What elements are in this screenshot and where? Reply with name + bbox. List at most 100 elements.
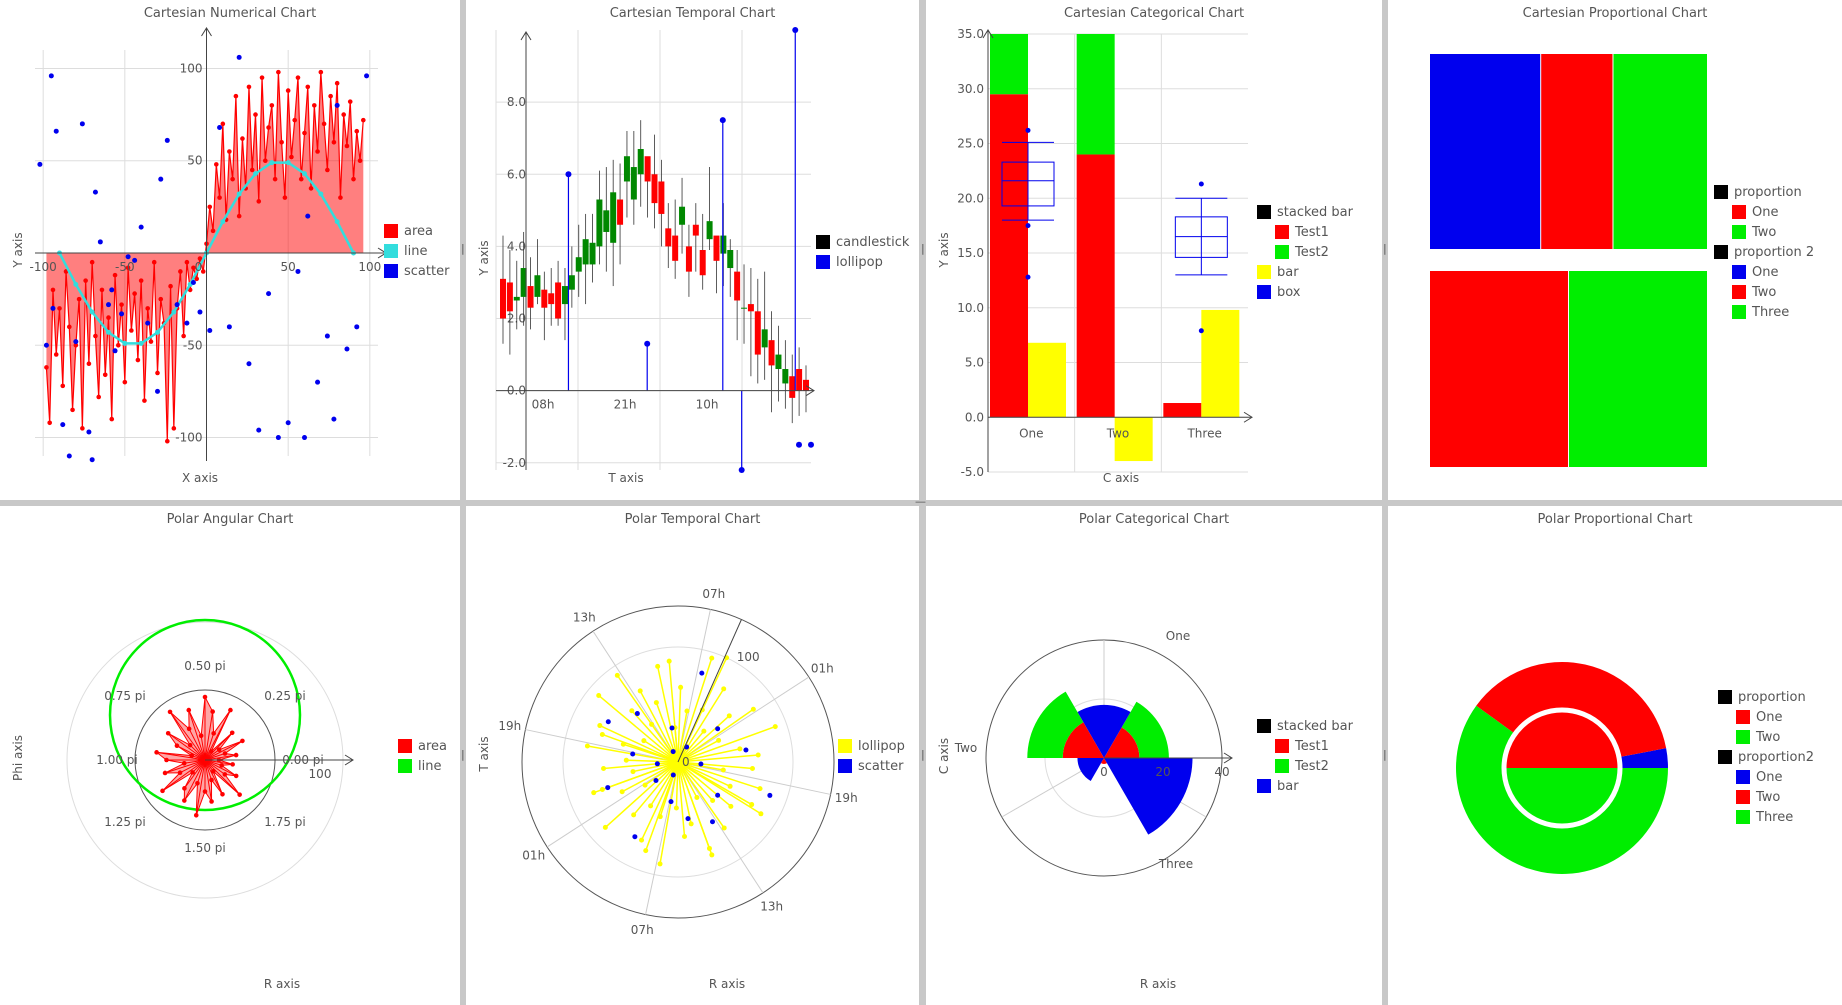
box-outlier bbox=[1025, 223, 1031, 229]
scatter-point bbox=[92, 189, 98, 195]
legend-item-one[interactable]: One bbox=[1718, 767, 1814, 787]
scatter-point bbox=[669, 725, 675, 731]
legend-item-area[interactable]: area bbox=[384, 221, 449, 241]
legend-item-box[interactable]: box bbox=[1257, 282, 1353, 302]
y-axis-arrow bbox=[201, 27, 212, 37]
legend-item-scatter[interactable]: scatter bbox=[838, 756, 905, 776]
angle-tick-label: 07h bbox=[702, 587, 725, 601]
polar-angular-chart-panel[interactable]: Polar Angular Chart 0.00 pi 0.25 pi 0.50 p… bbox=[0, 506, 460, 1005]
polar-proportional-chart-panel[interactable]: Polar Proportional Chart proportion One … bbox=[1388, 506, 1842, 1005]
cartesian-categorical-chart[interactable]: -5.0 0.0 5.0 10.0 15.0 20.0 25.0 30.0 35.0 One Two… bbox=[926, 0, 1382, 500]
x-tick-label: 0 bbox=[195, 260, 203, 274]
splitter-handle[interactable]: | bbox=[1383, 748, 1387, 761]
y-axis-label: Y axis bbox=[11, 232, 25, 268]
legend-item-scatter[interactable]: scatter bbox=[384, 261, 449, 281]
angle-tick-label: 07h bbox=[631, 923, 654, 937]
legend-item-one[interactable]: One bbox=[1718, 707, 1814, 727]
cartesian-proportional-chart-panel[interactable]: Cartesian Proportional Chart proportion … bbox=[1388, 0, 1842, 500]
chart-title: Polar Categorical Chart bbox=[1078, 512, 1230, 527]
legend-item-test1[interactable]: Test1 bbox=[1257, 736, 1353, 756]
scatter-point bbox=[668, 799, 674, 805]
line-point bbox=[73, 281, 79, 287]
legend-item-two[interactable]: Two bbox=[1714, 222, 1814, 242]
splitter-handle[interactable]: | bbox=[1383, 242, 1387, 255]
legend-item-line[interactable]: line bbox=[384, 241, 449, 261]
legend-item-test2[interactable]: Test2 bbox=[1257, 756, 1353, 776]
x-tick-label: -100 bbox=[30, 260, 57, 274]
legend-label: box bbox=[1277, 284, 1301, 300]
legend-item-one[interactable]: One bbox=[1714, 262, 1814, 282]
lollipop-head bbox=[688, 821, 694, 827]
line-point bbox=[253, 171, 258, 177]
legend-item-one[interactable]: One bbox=[1714, 202, 1814, 222]
polar-temporal-chart[interactable]: 07h 01h 19h 13h 07h 01h 19h 13h 0 100 R axis T axis bbox=[466, 506, 919, 1005]
r-tick-label: 0 bbox=[1100, 765, 1108, 779]
legend-item-stacked-bar[interactable]: stacked bar bbox=[1257, 202, 1353, 222]
legend-item-lollipop[interactable]: lollipop bbox=[816, 252, 909, 272]
area-spoke bbox=[184, 759, 206, 764]
splitter-handle[interactable]: | bbox=[921, 748, 925, 761]
ring-separator bbox=[1501, 707, 1623, 829]
legend-item-three[interactable]: Three bbox=[1718, 807, 1814, 827]
x-tick-label: 50 bbox=[281, 260, 296, 274]
cartesian-numerical-chart[interactable]: -100 -50 0 50 100 -100 -50 50 100 X axis Y axis bbox=[0, 0, 460, 500]
lollipop-head bbox=[599, 731, 605, 737]
area-point bbox=[249, 167, 255, 173]
cartesian-temporal-chart-panel[interactable]: Cartesian Temporal Chart -2.0 0.0 2.0 4.0 6.… bbox=[466, 0, 919, 500]
splitter-handle[interactable]: | bbox=[461, 748, 465, 761]
legend-item-test2[interactable]: Test2 bbox=[1257, 242, 1353, 262]
legend-item-candlestick[interactable]: candlestick bbox=[816, 232, 909, 252]
polar-grid-spoke bbox=[677, 676, 810, 763]
legend-item-two[interactable]: Two bbox=[1718, 727, 1814, 747]
candle-body bbox=[803, 379, 809, 391]
area-spoke bbox=[183, 759, 206, 801]
polar-categorical-chart[interactable]: 0 20 40 One Two Three R axis C axis bbox=[926, 506, 1382, 1005]
legend-item-lollipop[interactable]: lollipop bbox=[838, 736, 905, 756]
legend-item-bar[interactable]: bar bbox=[1257, 776, 1353, 796]
y-tick-label: 20.0 bbox=[957, 191, 984, 205]
y-axis-label: T axis bbox=[477, 736, 491, 772]
area-point bbox=[73, 342, 79, 348]
splitter-handle[interactable]: — bbox=[915, 495, 926, 508]
lollipop-stick bbox=[677, 708, 754, 763]
scatter-point bbox=[236, 54, 242, 60]
stacked-bar-test1 bbox=[1163, 403, 1202, 418]
cartesian-proportional-chart[interactable] bbox=[1388, 0, 1842, 500]
splitter-handle[interactable]: | bbox=[921, 242, 925, 255]
legend-item-proportion-2[interactable]: proportion 2 bbox=[1714, 242, 1814, 262]
legend-item-two[interactable]: Two bbox=[1714, 282, 1814, 302]
polar-proportional-chart[interactable] bbox=[1388, 506, 1842, 1005]
area-point bbox=[151, 259, 157, 265]
cartesian-numerical-chart-panel[interactable]: Cartesian Numerical Chart -100 -50 0 50 100-… bbox=[0, 0, 460, 500]
polar-angular-chart[interactable]: 0.00 pi 0.25 pi 0.50 pi 0.75 pi 1.00 pi 1.25 … bbox=[0, 506, 460, 1005]
scatter-point bbox=[653, 777, 659, 783]
legend-item-area[interactable]: area bbox=[398, 736, 447, 756]
scatter-point bbox=[634, 711, 640, 717]
line-point bbox=[236, 191, 242, 197]
legend-item-stacked-bar[interactable]: stacked bar bbox=[1257, 716, 1353, 736]
legend-item-proportion[interactable]: proportion bbox=[1714, 182, 1814, 202]
cartesian-categorical-chart-panel[interactable]: Cartesian Categorical Chart -5.0 0.0 5.0 10… bbox=[926, 0, 1382, 500]
splitter-handle[interactable]: | bbox=[461, 242, 465, 255]
legend-item-test1[interactable]: Test1 bbox=[1257, 222, 1353, 242]
area-point bbox=[47, 420, 52, 426]
scatter-point bbox=[119, 311, 125, 317]
area-series bbox=[154, 695, 243, 816]
area-spoke bbox=[184, 759, 206, 789]
legend-item-three[interactable]: Three bbox=[1714, 302, 1814, 322]
polar-temporal-chart-panel[interactable]: Polar Temporal Chart 07h 01h 19h 13h 07h 01h 1… bbox=[466, 506, 919, 1005]
area-point bbox=[361, 117, 366, 123]
polar-categorical-chart-panel[interactable]: Polar Categorical Chart 0 20 40 One Two Three… bbox=[926, 506, 1382, 1005]
legend-item-line[interactable]: line bbox=[398, 756, 447, 776]
legend-item-bar[interactable]: bar bbox=[1257, 262, 1353, 282]
lollipop-head bbox=[653, 700, 659, 706]
scatter-point bbox=[334, 102, 340, 108]
scatter-point bbox=[305, 213, 311, 219]
candle-body bbox=[713, 235, 720, 261]
legend-item-proportion[interactable]: proportion bbox=[1718, 687, 1814, 707]
legend-item-proportion2[interactable]: proportion2 bbox=[1718, 747, 1814, 767]
legend-item-two[interactable]: Two bbox=[1718, 787, 1814, 807]
candle-body bbox=[541, 289, 548, 308]
area-point bbox=[200, 269, 206, 274]
